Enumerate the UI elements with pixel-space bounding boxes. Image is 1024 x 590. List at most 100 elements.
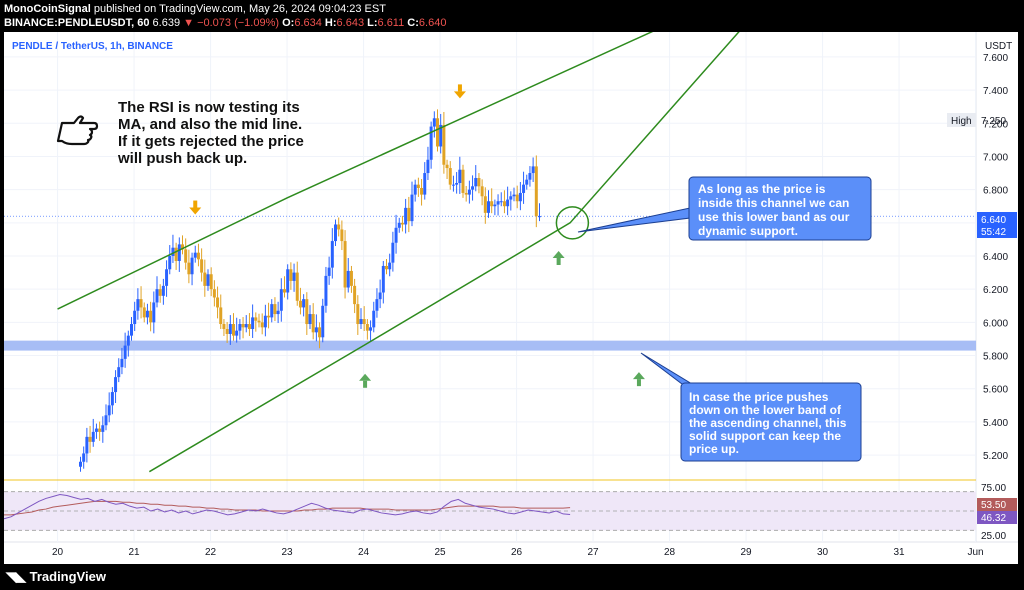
candle-body <box>155 289 159 303</box>
candle-body <box>130 324 133 336</box>
candle-body <box>142 307 146 318</box>
candle-body <box>429 126 433 160</box>
candle-body <box>190 257 194 275</box>
annotation-line-2: MA, and also the mid line. <box>118 116 302 133</box>
price-tick-label: 5.200 <box>983 451 1008 462</box>
callout-upper[interactable]: As long as the price is inside this chan… <box>577 176 872 241</box>
candle-body <box>171 247 175 256</box>
open-label: O: <box>282 17 295 29</box>
candle-body <box>145 310 149 318</box>
callout-upper-line-1: As long as the price is <box>698 182 826 196</box>
candle-body <box>260 322 264 328</box>
callout-lower[interactable]: In case the price pushes down on the low… <box>640 352 862 462</box>
price-tick-label: 7.400 <box>983 86 1008 97</box>
channel-line-lower <box>148 32 740 473</box>
time-tick-label: 22 <box>205 547 217 558</box>
callout-upper-line-3: use this lower band as our <box>698 210 850 224</box>
high-badge <box>947 113 976 127</box>
arrow-up-icon <box>632 372 645 380</box>
candle-body <box>101 425 105 432</box>
callout-lower-line-3: the ascending channel, this <box>689 416 847 430</box>
annotation-text[interactable]: The RSI is now testing its MA, and also … <box>117 99 304 167</box>
candle-body <box>289 269 293 281</box>
candle-body <box>349 270 353 286</box>
candle-body <box>219 307 223 325</box>
time-axis-ticks: 20 21 22 23 24 25 26 27 28 29 30 31 Jun <box>52 547 984 558</box>
arrow-up-icon <box>636 379 641 387</box>
time-tick-label: 21 <box>128 547 140 558</box>
currency-label: USDT <box>985 41 1012 52</box>
candle-body <box>276 310 280 315</box>
time-tick-label: 30 <box>817 547 829 558</box>
candle-body <box>177 244 181 261</box>
publisher-name[interactable]: MonoCoinSignal <box>4 3 91 15</box>
published-info: published on TradingView.com, May 26, 20… <box>93 3 386 15</box>
candle-body <box>318 327 322 338</box>
candle-body <box>467 189 471 195</box>
candle-body <box>228 324 232 334</box>
candle-body <box>107 405 111 416</box>
candle-body <box>85 436 89 454</box>
high-value-label: 7.250 <box>981 116 1006 127</box>
candle-body <box>413 184 417 195</box>
candle-body <box>120 358 124 368</box>
candle-body <box>493 204 497 207</box>
candle-body <box>209 274 213 290</box>
candle-body <box>254 317 258 321</box>
candle-body <box>432 118 436 127</box>
price-axis-bg <box>976 32 1018 564</box>
candle-body <box>330 241 334 268</box>
candle-body <box>139 299 143 308</box>
candle-body <box>114 377 118 393</box>
callout-lower-line-1: In case the price pushes <box>689 390 829 404</box>
tradingview-logo[interactable]: ◥◣ TradingView <box>6 569 106 585</box>
candle-body <box>394 227 398 243</box>
callout-upper-line-2: inside this channel we can <box>698 196 849 210</box>
candle-body <box>324 275 328 306</box>
support-zone <box>4 340 976 351</box>
candle-body <box>187 262 191 275</box>
candle-body <box>88 436 92 442</box>
candle-body <box>448 168 452 185</box>
high-label: H: <box>324 17 337 29</box>
price-tick-label: 5.600 <box>983 385 1008 396</box>
candle-body <box>490 201 494 207</box>
candle-body <box>375 299 379 311</box>
time-tick-label: 20 <box>52 547 64 558</box>
candle-body <box>79 461 82 467</box>
arrow-down-icon <box>453 91 466 99</box>
candle-body <box>445 164 449 169</box>
candle-body <box>165 269 169 286</box>
circle-marker[interactable] <box>555 206 590 240</box>
last-price-badge <box>977 212 1017 238</box>
candle-body <box>273 304 277 315</box>
candle-body <box>407 207 411 222</box>
candle-body <box>518 192 522 202</box>
candle-body <box>257 320 261 323</box>
candle-body <box>251 317 255 330</box>
candle-body <box>397 222 401 228</box>
candle-body <box>372 310 376 328</box>
rsi-axis-ticks: 75.00 25.00 <box>981 483 1006 542</box>
last-price-badge-value: 6.640 <box>981 215 1006 226</box>
candle-body <box>502 201 506 207</box>
candle-body <box>283 289 286 293</box>
ascending-channel[interactable] <box>57 24 747 473</box>
candle-body <box>340 229 344 242</box>
chart-area[interactable] <box>4 32 1018 564</box>
candle-body <box>346 270 350 288</box>
close-value: 6.640 <box>418 17 447 29</box>
candle-body <box>314 327 318 333</box>
arrow-down-icon <box>193 200 198 208</box>
candle-body <box>94 428 98 432</box>
candle-body <box>327 267 331 276</box>
candle-body <box>515 194 519 202</box>
candle-body <box>512 194 516 197</box>
candle-body <box>241 324 245 328</box>
price-tick-label: 6.800 <box>983 186 1008 197</box>
candle-body <box>343 241 347 288</box>
time-tick-label: Jun <box>967 547 983 558</box>
candle-body <box>385 265 388 270</box>
time-tick-label: 28 <box>664 547 676 558</box>
